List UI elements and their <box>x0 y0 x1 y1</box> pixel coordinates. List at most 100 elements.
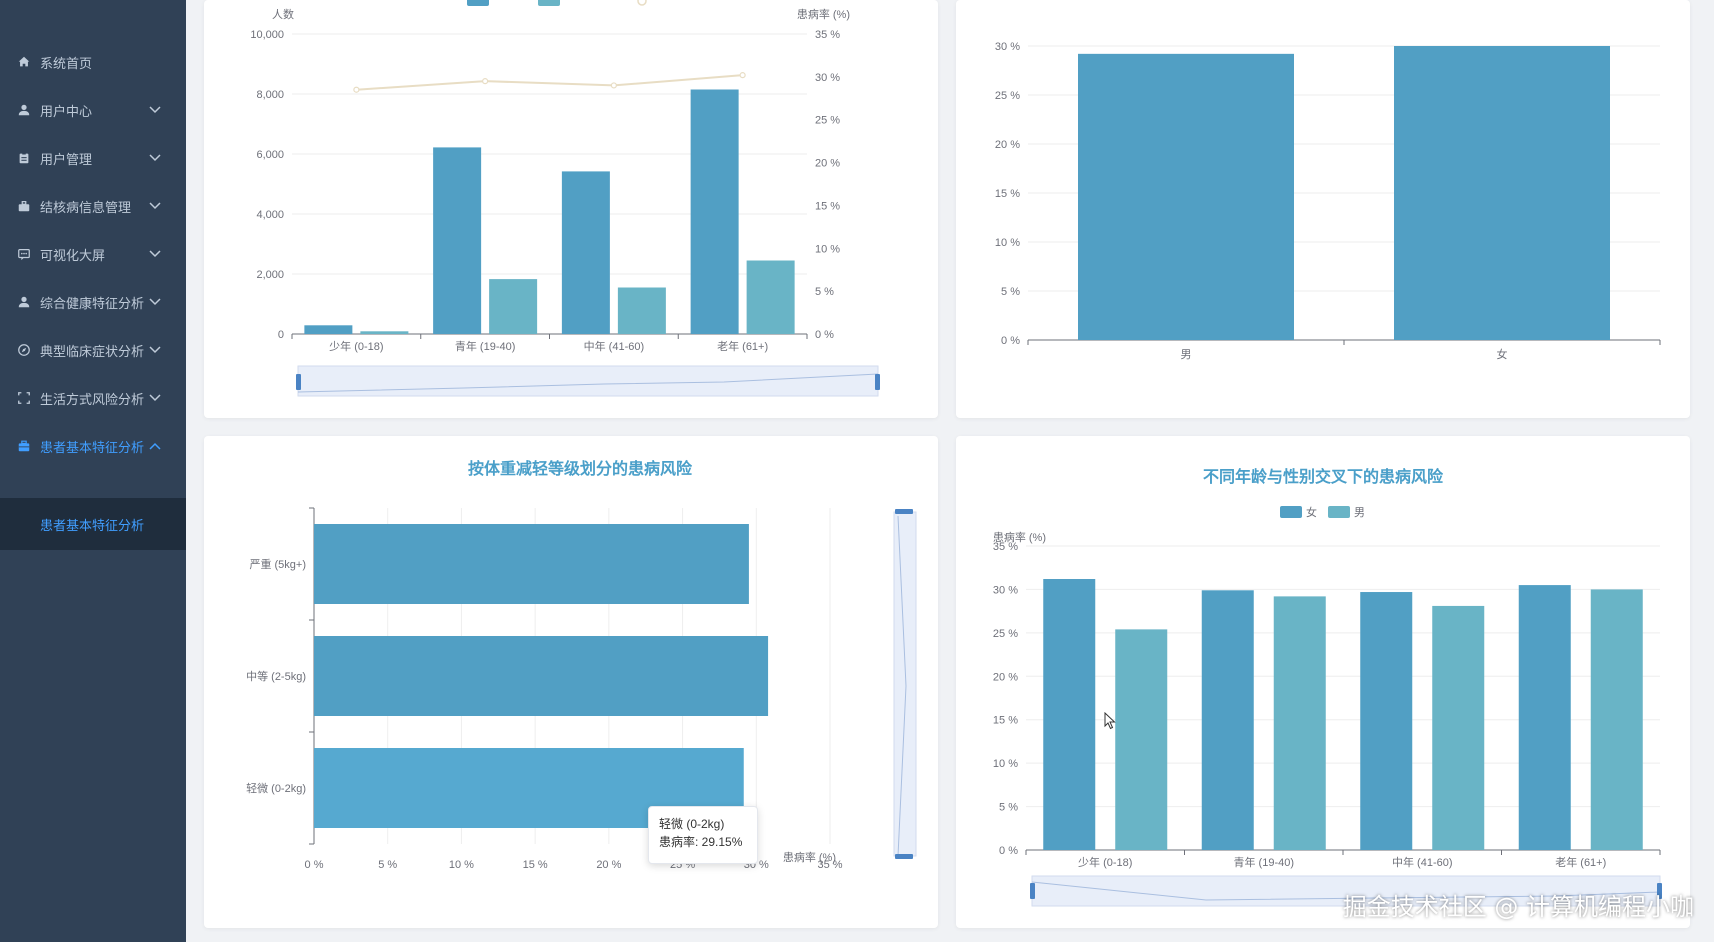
y-tick-label: 严重 (5kg+) <box>249 557 306 571</box>
bar-secondary <box>746 260 795 334</box>
sidebar-item-label: 典型临床症状分析 <box>40 343 145 359</box>
y-tick-label: 30 % <box>993 584 1018 596</box>
chevron-down-icon <box>148 250 162 258</box>
chevron-down-icon <box>148 154 162 162</box>
y-tick-label: 15 % <box>993 715 1018 727</box>
bar-male <box>1432 605 1485 850</box>
sidebar-item-label: 用户中心 <box>40 103 93 119</box>
y2-tick-label: 25 % <box>815 115 840 127</box>
legend-label: 男 <box>1354 507 1365 519</box>
sidebar-item-label: 综合健康特征分析 <box>40 295 145 311</box>
legend-swatch <box>538 0 560 6</box>
chevron-up-icon <box>148 442 162 450</box>
sidebar-item-4[interactable]: 可视化大屏 <box>0 234 186 274</box>
y-tick-label: 10 % <box>993 758 1018 770</box>
sidebar: 系统首页用户中心用户管理结核病信息管理可视化大屏综合健康特征分析 典型临床症状分析… <box>0 0 186 942</box>
submenu-item-label: 患者基本特征分析 <box>40 517 145 533</box>
y-tick-label: 30 % <box>995 41 1020 53</box>
x-tick-label: 老年 (61+) <box>1555 855 1606 869</box>
zoom-handle-top <box>895 509 913 514</box>
x-tick-label: 中年 (41-60) <box>584 339 645 353</box>
x-tick-label: 15 % <box>523 859 548 871</box>
compass-icon <box>16 342 32 358</box>
bar-count <box>690 89 739 334</box>
x-tick-label: 0 % <box>305 859 324 871</box>
x-tick-label: 少年 (0-18) <box>1078 855 1132 869</box>
y-tick-label: 10 % <box>995 237 1020 249</box>
y2-axis-label: 患病率 (%) <box>797 7 850 21</box>
user-icon <box>16 294 32 310</box>
sidebar-item-label: 可视化大屏 <box>40 247 106 263</box>
legend-label: 女 <box>1306 505 1317 519</box>
y-tick-label: 5 % <box>1001 286 1020 298</box>
rate-point <box>482 78 489 85</box>
zoom-preview <box>1031 881 1661 901</box>
legend-swatch <box>1280 506 1302 518</box>
briefcase-icon <box>16 198 32 214</box>
bar-female <box>1518 585 1571 850</box>
y-tick-label: 中等 (2-5kg) <box>246 669 306 683</box>
bar-weight-loss <box>314 636 769 716</box>
sidebar-item-5[interactable]: 综合健康特征分析 <box>0 282 186 322</box>
x-tick-label: 男 <box>1181 349 1192 361</box>
y-tick-label: 0 % <box>1001 335 1020 347</box>
y2-tick-label: 0 % <box>815 329 834 341</box>
x-axis-label: 患病率 (%) <box>783 850 836 864</box>
rate-line <box>356 74 743 91</box>
zoom-preview <box>897 515 907 857</box>
weight-loss-risk-card: 按体重减轻等级划分的患病风险 0 % 5 % 10 % 15 % 20 % 25 % 30 %… <box>204 436 938 928</box>
chevron-down-icon <box>148 298 162 306</box>
sidebar-item-2[interactable]: 用户管理 <box>0 138 186 178</box>
chevron-down-icon <box>148 106 162 114</box>
zoom-handle-bottom <box>895 854 913 859</box>
zoom-handle-right <box>1657 883 1662 899</box>
y-tick-label: 6,000 <box>256 149 284 161</box>
y-tick-label: 8,000 <box>256 89 284 101</box>
bar-gender <box>1394 46 1610 340</box>
legend-swatch <box>1328 506 1350 518</box>
zoom-slider <box>297 365 879 397</box>
gender-rate-chart: 0 % 5 % 10 % 15 % 20 % 25 % 30 % 男 女 <box>995 41 1661 361</box>
chart-title: 不同年龄与性别交叉下的患病风险 <box>1203 467 1444 486</box>
chart-tooltip: 轻微 (0-2kg) 患病率: 29.15% <box>648 806 758 864</box>
x-tick-label: 女 <box>1497 347 1508 361</box>
y2-tick-label: 5 % <box>815 286 834 298</box>
zoom-slider <box>1031 875 1661 907</box>
zoom-handle-right <box>875 374 880 390</box>
sidebar-item-label: 用户管理 <box>40 151 93 167</box>
x-tick-label: 老年 (61+) <box>717 339 768 353</box>
x-tick-label: 青年 (19-40) <box>455 339 516 353</box>
y-tick-label: 20 % <box>993 671 1018 683</box>
y-tick-label: 2,000 <box>256 269 284 281</box>
fullscreen-icon <box>16 390 32 406</box>
zoom-handle-left <box>1030 883 1035 899</box>
x-tick-label: 35 % <box>817 859 842 871</box>
sidebar-item-8[interactable]: 患者基本特征分析 <box>0 426 186 466</box>
bar-count <box>561 171 610 334</box>
sidebar-item-6[interactable]: 典型临床症状分析 <box>0 330 186 370</box>
message-icon <box>16 246 32 262</box>
rate-point <box>353 86 360 93</box>
tooltip-value: 患病率: 29.15% <box>659 835 743 849</box>
rate-point <box>739 72 746 79</box>
sidebar-item-1[interactable]: 用户中心 <box>0 90 186 130</box>
suitcase-icon <box>16 438 32 454</box>
bar-secondary <box>617 287 666 334</box>
sidebar-item-3[interactable]: 结核病信息管理 <box>0 186 186 226</box>
mouse-cursor-icon <box>1104 712 1116 730</box>
sidebar-item-7[interactable]: 生活方式风险分析 <box>0 378 186 418</box>
y-tick-label: 0 <box>278 329 284 341</box>
submenu-item-patient-basic[interactable]: 患者基本特征分析 <box>0 498 186 550</box>
legend-swatch <box>637 0 647 6</box>
x-tick-label: 5 % <box>378 859 397 871</box>
y-tick-label: 25 % <box>995 90 1020 102</box>
bar-secondary <box>360 331 409 334</box>
sidebar-item-0[interactable]: 系统首页 <box>0 42 186 82</box>
y-tick-label: 15 % <box>995 188 1020 200</box>
bar-male <box>1115 629 1168 850</box>
y-axis-label: 患病率 (%) <box>993 530 1046 544</box>
y-axis-label: 人数 <box>272 8 294 21</box>
clipboard-icon <box>16 150 32 166</box>
zoom-preview <box>297 373 879 393</box>
y-tick-label: 4,000 <box>256 209 284 221</box>
